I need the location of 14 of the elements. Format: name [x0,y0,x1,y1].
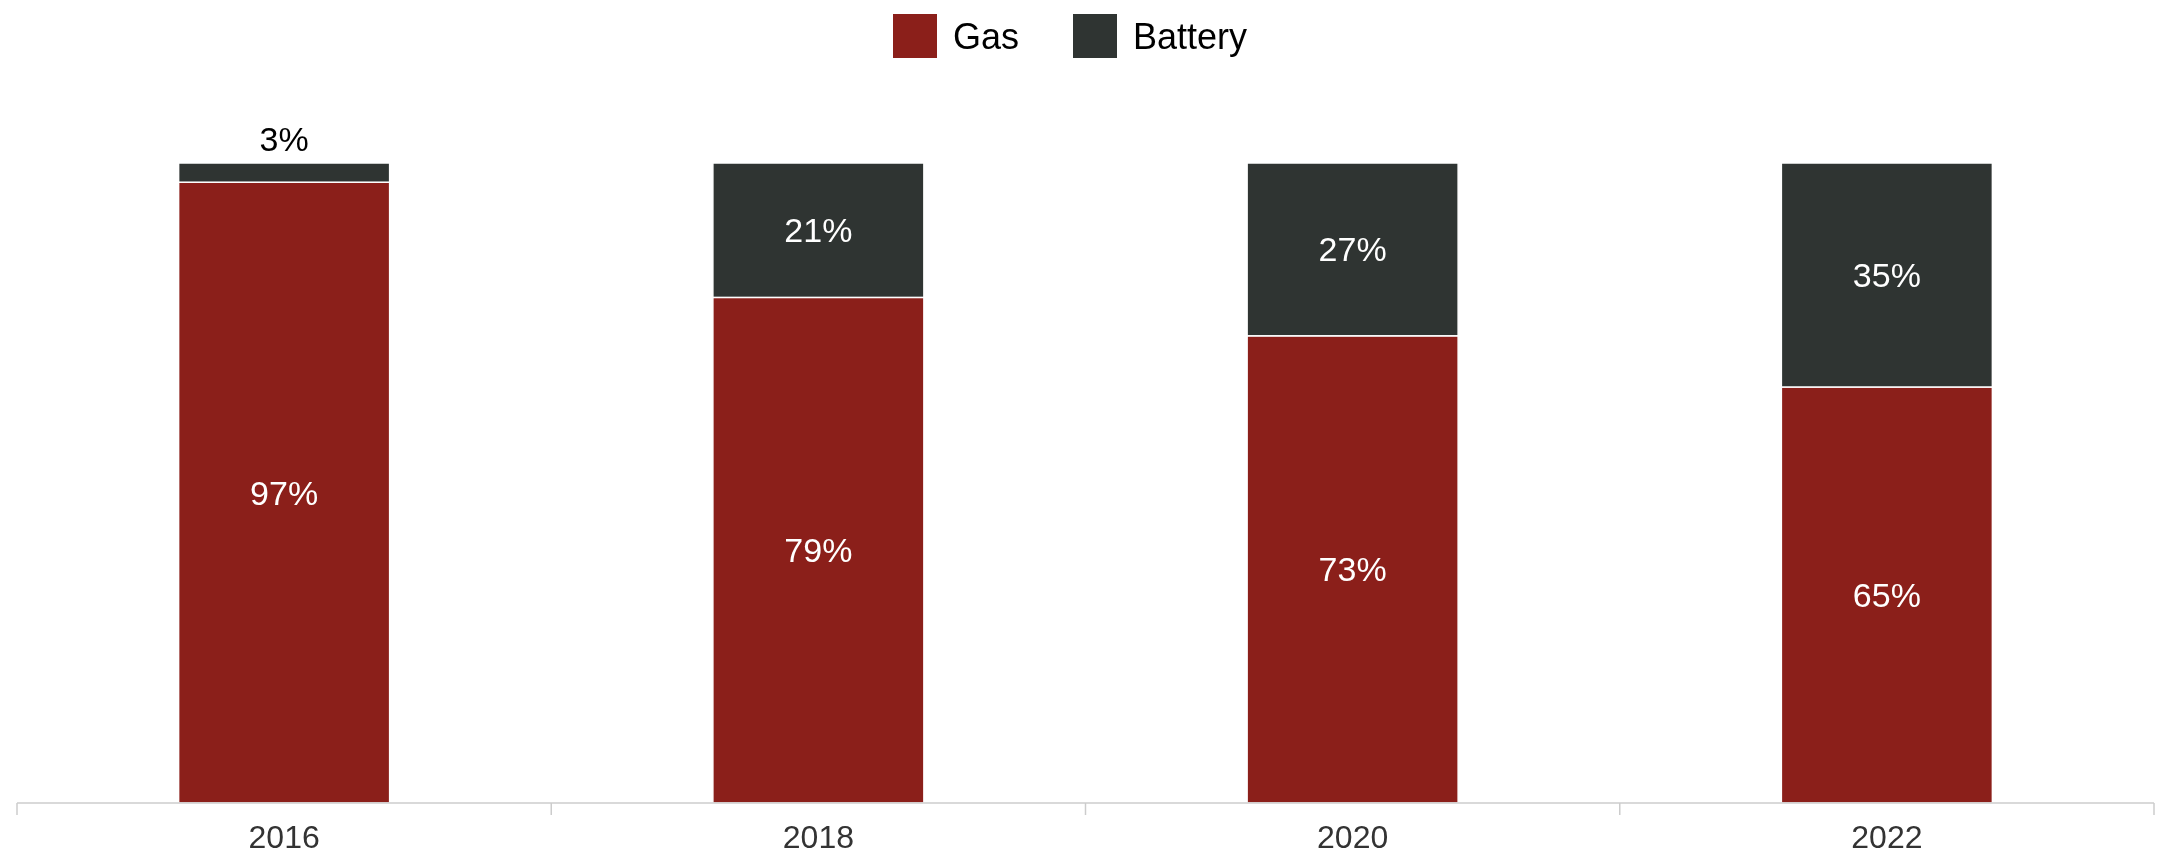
x-tick-label: 2018 [782,819,854,855]
legend-label: Battery [1133,15,1248,57]
data-label: 97% [250,473,319,512]
data-label: 35% [1852,255,1921,294]
legend-label: Gas [953,15,1020,57]
data-label: 79% [784,531,853,570]
data-label: 27% [1318,230,1387,269]
data-label: 73% [1318,550,1387,589]
x-tick-label: 2022 [1851,819,1923,855]
data-label: 65% [1852,575,1921,614]
x-tick-label: 2016 [248,819,320,855]
data-label: 21% [784,211,853,250]
x-tick-label: 2020 [1317,819,1389,855]
data-label: 3% [259,120,309,158]
